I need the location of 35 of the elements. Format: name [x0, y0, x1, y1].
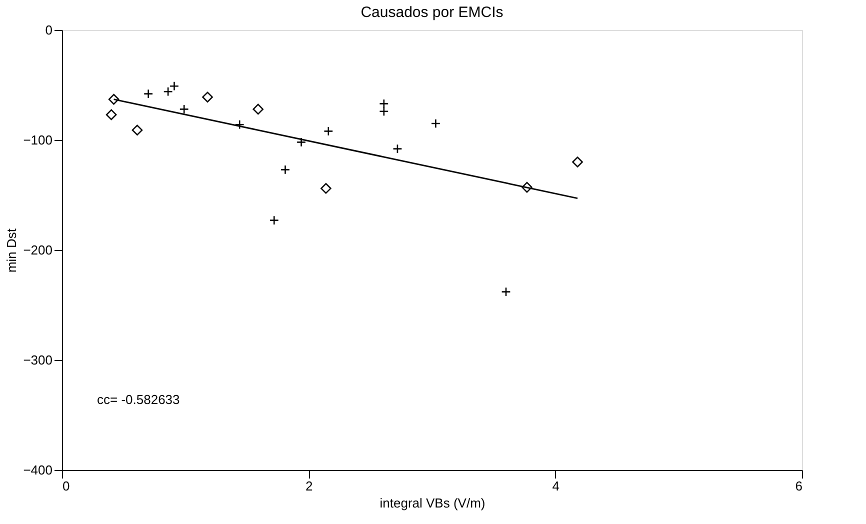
point — [179, 104, 189, 114]
point — [269, 215, 279, 226]
point — [379, 98, 389, 109]
point — [132, 124, 143, 136]
point — [296, 137, 306, 148]
x-tick-label: 6 — [795, 478, 802, 494]
point — [572, 156, 583, 168]
point — [522, 182, 532, 193]
point — [144, 88, 154, 99]
y-tick-label: 0 — [45, 22, 52, 38]
y-tick-label: −200 — [23, 242, 52, 258]
point — [379, 106, 389, 116]
point — [320, 183, 332, 194]
y-tick-label: −100 — [23, 132, 52, 148]
x-tick-label: 4 — [552, 478, 560, 494]
point — [163, 86, 173, 96]
point — [280, 164, 290, 175]
point — [106, 109, 117, 120]
y-tick-label: −300 — [23, 352, 52, 368]
x-tick-label: 0 — [62, 478, 70, 494]
point — [430, 118, 441, 128]
point — [324, 126, 334, 136]
point — [108, 94, 120, 105]
point — [169, 81, 180, 91]
point — [202, 92, 213, 102]
point — [234, 120, 244, 130]
point — [501, 286, 511, 297]
point — [392, 144, 402, 154]
chart-title: Causados por EMCIs — [360, 4, 504, 21]
y-tick-label: −400 — [23, 462, 52, 478]
annotation: cc= -0.582633 — [97, 392, 180, 407]
y-axis-title: min Dst — [4, 228, 20, 273]
x-axis-title: integral VBs (V/m) — [380, 496, 486, 510]
point — [252, 104, 264, 115]
x-tick-label: 2 — [306, 478, 313, 494]
